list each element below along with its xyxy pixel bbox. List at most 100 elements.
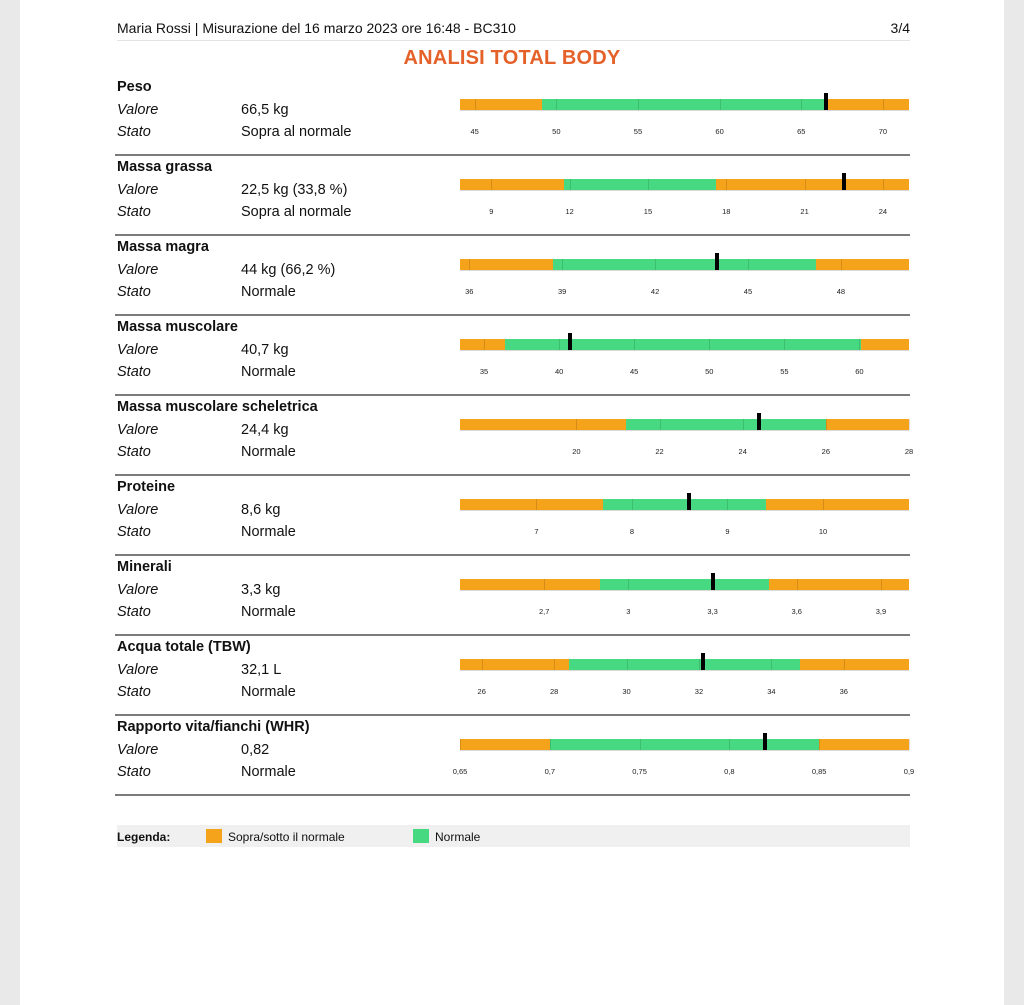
bar-gridline [536,499,538,510]
measured-value-marker [567,333,572,351]
metric-status: Normale [241,284,296,300]
normal-range-segment [541,99,826,110]
value-label: Valore [117,582,159,598]
value-label: Valore [117,422,159,438]
scale-tick-label: 3 [626,607,631,616]
bar-gridline [556,99,558,110]
measured-value-marker [757,413,762,431]
scale-baseline [460,190,909,191]
scale-baseline [460,510,909,511]
bar-gridline [481,659,483,670]
normal-range-segment [564,179,716,190]
scale-tick-label: 50 [705,367,714,376]
scale-tick-label: 45 [743,287,753,296]
metric-value: 32,1 L [241,662,282,678]
metric-row: Peso Valore Stato 66,5 kg Sopra al normale 45… [115,76,910,156]
range-bar [460,653,909,671]
range-bar [460,93,909,111]
measured-value-marker [763,733,768,751]
scale-tick-label: 26 [821,447,831,456]
normal-range-segment [505,339,861,350]
metric-row: Minerali Valore Stato 3,3 kg Normale 2,7 3 3,3 3… [115,556,910,636]
scale-tick-label: 2,7 [538,607,550,616]
bar-gridline [909,739,910,750]
bar-gridline [698,659,700,670]
row-divider [115,314,910,316]
bar-gridline [631,499,633,510]
scale-tick-label: 0,65 [452,767,468,776]
scale-tick-label: 3,9 [875,607,887,616]
scale-tick-label: 30 [622,687,631,696]
bar-gridline [729,739,731,750]
scale-baseline [460,750,909,751]
metric-value: 0,82 [241,742,270,758]
legend-label-normal: Normale [435,830,481,844]
bar-gridline [659,419,661,430]
metric-value: 66,5 kg [241,102,289,118]
bar-gridline [460,739,461,750]
metric-name: Rapporto vita/fianchi (WHR) [117,719,310,735]
scale-tick-label: 0,7 [544,767,556,776]
scale-tick-label: 0,75 [632,767,647,776]
value-label: Valore [117,502,159,518]
bar-gridline [639,739,641,750]
scale-tick-label: 12 [565,207,574,216]
measurement-info: Maria Rossi | Misurazione del 16 marzo 2… [117,20,516,36]
scale-tick-label: 3,3 [707,607,718,616]
legend-swatch-normal [413,829,429,843]
bar-gridline [474,99,476,110]
scale-tick-label: 39 [558,287,567,296]
row-divider [115,474,910,476]
range-bar [460,733,910,751]
bar-gridline [554,659,556,670]
metric-status: Sopra al normale [241,124,352,140]
scale-tick-label: 15 [643,207,653,216]
status-label: Stato [117,204,151,220]
normal-range-segment [549,739,820,750]
scale-tick-label: 48 [836,287,846,296]
legend-title: Legenda: [117,830,171,844]
legend-swatch-out-of-range [206,829,222,843]
bar-gridline [628,579,630,590]
scale-tick-label: 55 [780,367,789,376]
metric-status: Normale [241,444,296,460]
measured-value-marker [700,653,705,671]
scale-tick-label: 10 [818,527,828,536]
scale-tick-label: 21 [800,207,809,216]
scale-tick-label: 55 [633,127,643,136]
status-label: Stato [117,764,151,780]
value-label: Valore [117,662,159,678]
metric-status: Normale [241,524,296,540]
status-label: Stato [117,364,151,380]
normal-range-segment [600,579,769,590]
scale-tick-label: 8 [629,527,635,536]
metric-value: 24,4 kg [241,422,289,438]
metric-name: Acqua totale (TBW) [117,639,251,655]
status-label: Stato [117,284,151,300]
metric-name: Massa magra [117,239,209,255]
scale-tick-label: 36 [465,287,474,296]
bar-gridline [804,179,806,190]
bar-gridline [726,179,728,190]
metric-status: Normale [241,604,296,620]
bar-gridline [727,499,729,510]
page-title: ANALISI TOTAL BODY [403,47,621,69]
value-label: Valore [117,342,159,358]
bar-gridline [796,579,798,590]
bar-gridline [634,339,636,350]
scale-tick-label: 24 [738,447,747,456]
scale-tick-label: 60 [715,127,724,136]
row-divider [115,554,910,556]
metric-value: 22,5 kg (33,8 %) [241,182,348,198]
value-label: Valore [117,742,159,758]
metric-name: Massa muscolare scheletrica [117,399,318,415]
scale-tick-label: 0,9 [903,767,915,776]
scale-baseline [460,430,909,431]
normal-range-segment [568,659,801,670]
bar-gridline [909,419,910,430]
bar-gridline [880,579,882,590]
header-divider [117,40,910,41]
bar-gridline [747,259,749,270]
metric-row: Proteine Valore Stato 8,6 kg Normale 7 8 9 10 [115,476,910,556]
bar-gridline [784,339,786,350]
